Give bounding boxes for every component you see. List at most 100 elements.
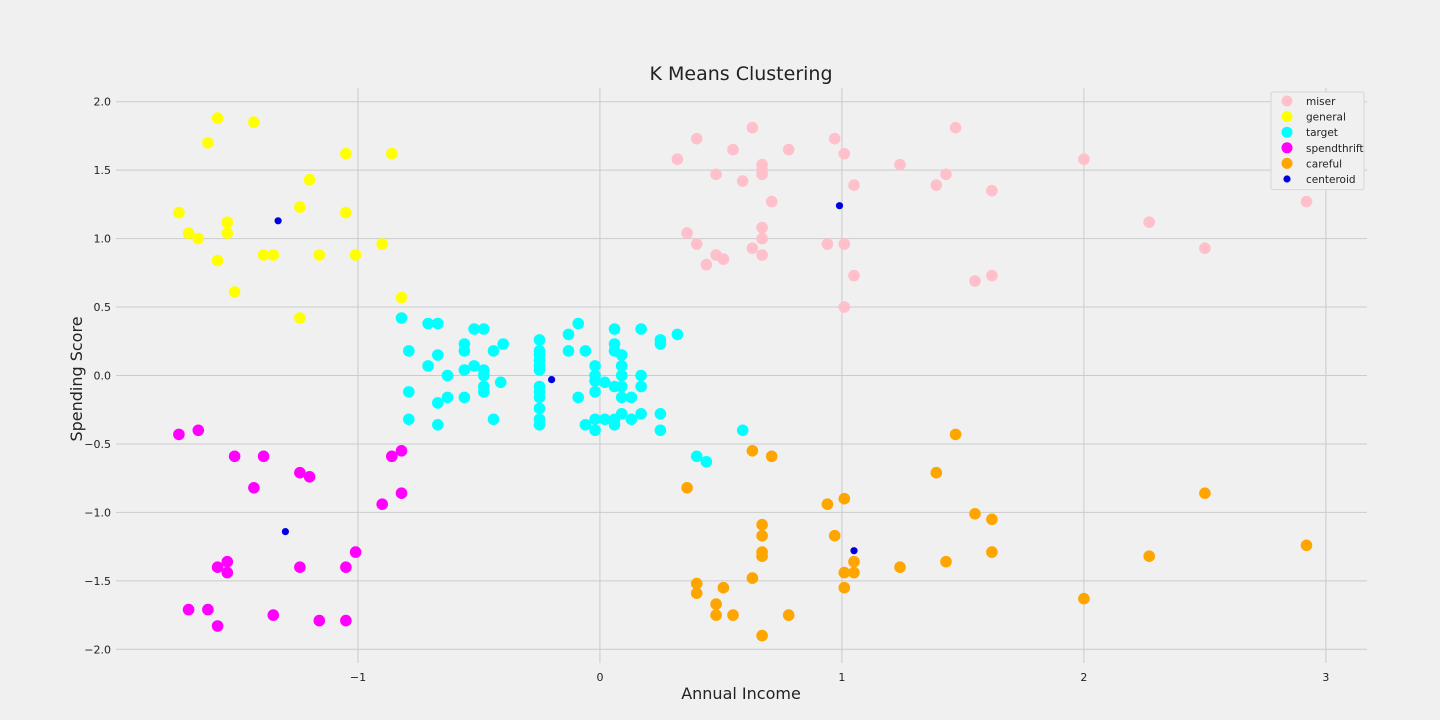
miser-point — [756, 168, 768, 181]
centeroid-point — [548, 376, 556, 384]
x-tick-label: −1 — [350, 671, 366, 684]
target-point — [635, 323, 647, 335]
target-point — [487, 413, 500, 426]
target-point — [589, 375, 601, 387]
general-point — [303, 173, 316, 186]
careful-point — [838, 492, 851, 505]
target-point — [654, 408, 667, 420]
miser-point — [986, 184, 998, 197]
target-point — [533, 334, 546, 346]
careful-point — [746, 445, 759, 457]
careful-point — [727, 609, 739, 621]
spendthrift-point — [211, 561, 224, 573]
target-point — [441, 369, 454, 382]
series-general — [173, 112, 408, 324]
spendthrift-point — [257, 450, 270, 463]
target-point — [468, 323, 480, 335]
legend-label-miser: miser — [1306, 96, 1336, 108]
target-point — [487, 345, 500, 357]
target-point — [635, 380, 647, 393]
careful-point — [848, 555, 860, 568]
general-point — [221, 227, 234, 239]
x-tick-label: 1 — [838, 671, 845, 684]
spendthrift-point — [211, 620, 224, 632]
careful-point — [1300, 539, 1313, 552]
y-tick-label: 1.5 — [94, 164, 112, 177]
careful-point — [1199, 487, 1211, 500]
careful-point — [746, 572, 759, 584]
target-point — [690, 450, 703, 463]
general-point — [313, 249, 326, 261]
miser-point — [710, 168, 722, 181]
careful-point — [690, 587, 703, 599]
careful-point — [828, 529, 841, 542]
careful-point — [1143, 550, 1155, 562]
miser-point — [949, 121, 962, 134]
miser-point — [765, 195, 778, 208]
miser-point — [727, 143, 739, 156]
y-tick-label: −0.5 — [84, 438, 111, 451]
target-point — [625, 413, 638, 426]
target-point — [615, 408, 628, 420]
target-point — [599, 413, 611, 426]
spendthrift-point — [173, 428, 185, 441]
miser-point — [1143, 216, 1155, 228]
careful-point — [894, 561, 906, 573]
target-point — [432, 317, 444, 330]
careful-point — [848, 566, 860, 579]
general-point — [173, 206, 185, 219]
spendthrift-point — [294, 466, 306, 479]
careful-point — [986, 513, 998, 526]
target-point — [736, 424, 749, 437]
spendthrift-point — [294, 561, 306, 573]
general-point — [257, 249, 270, 261]
target-point — [468, 360, 480, 372]
miser-point — [756, 232, 768, 245]
general-point — [294, 312, 306, 324]
y-tick-label: 0.0 — [94, 370, 112, 383]
miser-point — [690, 238, 703, 250]
miser-point — [736, 175, 749, 187]
y-tick-label: 1.0 — [94, 233, 112, 246]
target-point — [422, 317, 434, 330]
legend[interactable]: miser general target spendthrift careful cent… — [1270, 91, 1365, 191]
target-point — [700, 456, 713, 468]
y-tick-label: −2.0 — [84, 643, 111, 656]
target-point — [589, 424, 601, 437]
target-point — [432, 349, 444, 361]
target-point — [458, 391, 471, 404]
series-miser — [671, 121, 1313, 313]
spendthrift-point — [395, 487, 408, 500]
centeroid-point — [850, 547, 858, 555]
target-point — [572, 391, 584, 404]
target-point — [615, 369, 628, 382]
y-tick-labels: 2.0 1.5 1.0 0.5 0.0 −0.5 −1.0 −1.5 −2.0 — [84, 96, 111, 657]
careful-point — [782, 609, 795, 621]
miser-point — [671, 153, 684, 165]
target-point — [458, 345, 471, 357]
target-point — [432, 397, 444, 409]
target-point — [579, 345, 592, 357]
centeroid-point — [274, 217, 282, 225]
careful-point — [949, 428, 962, 441]
spendthrift-point — [228, 450, 241, 463]
miser-point — [782, 143, 795, 156]
general-point — [376, 238, 389, 250]
careful-point — [756, 550, 768, 562]
careful-point — [756, 529, 768, 542]
general-point — [340, 147, 352, 160]
scatter-points — [173, 112, 1313, 642]
miser-point — [986, 269, 998, 282]
y-tick-label: −1.0 — [84, 506, 111, 519]
spendthrift-point — [395, 445, 408, 457]
miser-point — [690, 132, 703, 145]
target-point — [441, 391, 454, 404]
target-point — [608, 419, 621, 431]
careful-point — [681, 482, 693, 494]
miser-point — [681, 227, 693, 239]
target-point — [589, 386, 601, 398]
target-point — [497, 338, 510, 350]
miser-point — [838, 238, 851, 250]
miser-point — [848, 269, 860, 282]
